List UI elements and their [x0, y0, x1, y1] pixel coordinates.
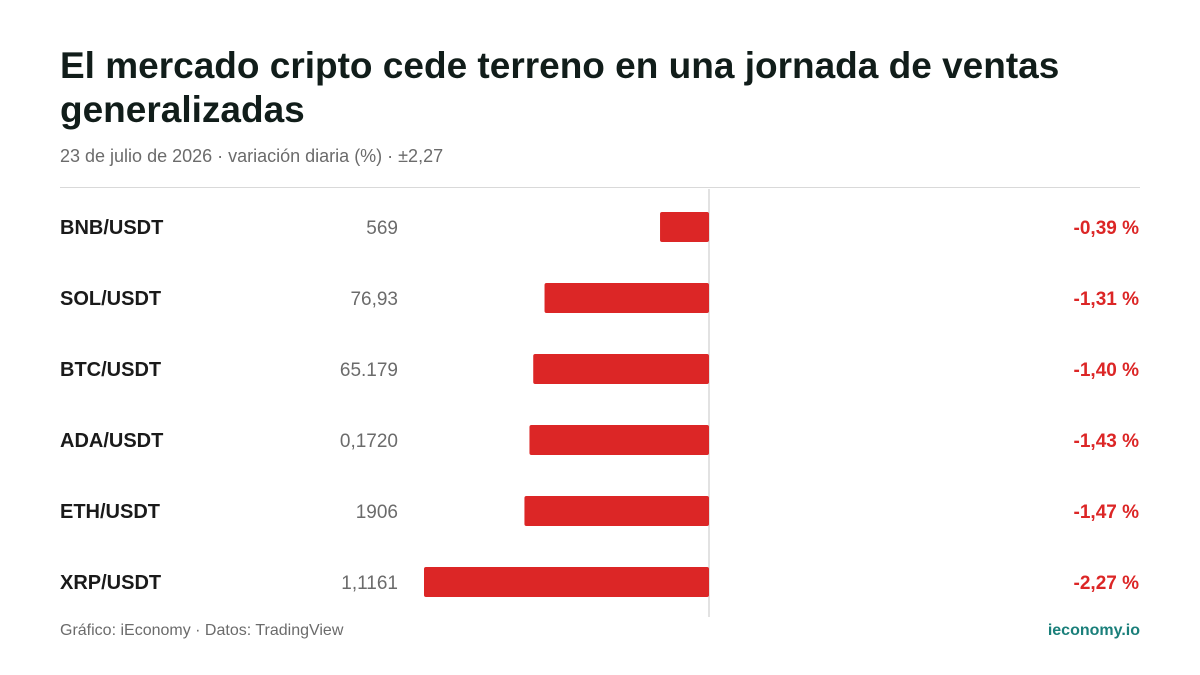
price-label: 1906 — [356, 502, 398, 523]
price-label: 76,93 — [350, 289, 398, 310]
change-value-label: -1,47 % — [1074, 502, 1140, 523]
price-label: 569 — [366, 218, 398, 239]
change-value-label: -1,31 % — [1074, 289, 1140, 310]
change-bar — [544, 283, 709, 313]
price-label: 1,1161 — [341, 573, 398, 594]
chart-title: El mercado cripto cede terreno en una jo… — [60, 45, 1060, 130]
price-label: 65.179 — [340, 360, 398, 381]
chart-subtitle: 23 de julio de 2026 · variación diaria (… — [60, 146, 444, 166]
pair-label: XRP/USDT — [60, 572, 161, 594]
pair-label: BTC/USDT — [60, 359, 161, 381]
pair-label: BNB/USDT — [60, 217, 163, 239]
change-value-label: -1,43 % — [1074, 431, 1140, 452]
change-value-label: -2,27 % — [1074, 573, 1140, 594]
change-value-label: -1,40 % — [1074, 360, 1140, 381]
change-bar — [424, 567, 709, 597]
change-value-label: -0,39 % — [1074, 218, 1140, 239]
header-divider — [60, 187, 1140, 188]
change-bar — [533, 354, 709, 384]
change-bar — [524, 496, 709, 526]
brand-link[interactable]: ieconomy.io — [1047, 622, 1140, 639]
price-label: 0,1720 — [340, 431, 398, 452]
change-bar — [660, 212, 709, 242]
source-credit: Gráfico: iEconomy · Datos: TradingView — [60, 622, 344, 639]
pair-label: ETH/USDT — [60, 501, 160, 523]
pair-label: ADA/USDT — [60, 430, 163, 452]
change-bar — [529, 425, 709, 455]
pair-label: SOL/USDT — [60, 288, 161, 310]
